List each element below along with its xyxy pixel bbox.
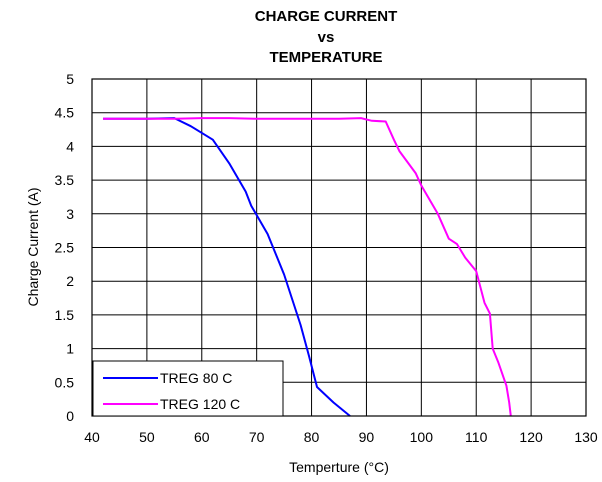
y-tick-label: 4.5 — [55, 105, 75, 121]
series-line-treg-80 — [103, 117, 351, 417]
y-tick-label: 3 — [66, 206, 74, 222]
x-tick-label: 50 — [139, 429, 155, 445]
title-line-3: TEMPERATURE — [269, 49, 382, 66]
legend-label-treg-80: TREG 80 C — [160, 370, 232, 386]
y-tick-label: 1 — [66, 341, 74, 357]
legend: TREG 80 C TREG 120 C — [92, 360, 284, 417]
x-tick-label: 70 — [249, 429, 265, 445]
y-tick-label: 0.5 — [55, 374, 75, 390]
legend-label-treg-120: TREG 120 C — [160, 396, 240, 412]
legend-box — [92, 360, 284, 417]
series-line-treg-120 — [103, 117, 512, 417]
y-tick-label: 5 — [66, 71, 74, 87]
x-tick-label: 100 — [410, 429, 434, 445]
chart-title: CHARGE CURRENT vs TEMPERATURE — [255, 8, 398, 66]
plot-area-border — [91, 78, 587, 417]
data-series — [103, 117, 512, 417]
y-axis-label: Charge Current (A) — [25, 187, 41, 306]
title-line-2: vs — [318, 29, 335, 46]
title-line-1: CHARGE CURRENT — [255, 8, 398, 25]
x-tick-label: 90 — [359, 429, 375, 445]
y-tick-label: 3.5 — [55, 172, 75, 188]
x-tick-label: 110 — [465, 429, 488, 445]
y-tick-label: 2.5 — [55, 240, 75, 256]
x-tick-label: 60 — [194, 429, 210, 445]
x-axis-ticks: 40 50 60 70 80 90 100 110 120 130 — [84, 429, 598, 445]
x-tick-label: 120 — [519, 429, 543, 445]
y-tick-label: 4 — [66, 138, 74, 154]
y-axis-ticks: 0 0.5 1 1.5 2 2.5 3 3.5 4 4.5 5 — [55, 71, 75, 424]
x-axis-label: Temperture (°C) — [289, 459, 389, 475]
y-tick-label: 1.5 — [55, 307, 75, 323]
x-tick-label: 40 — [84, 429, 100, 445]
y-tick-label: 0 — [66, 408, 74, 424]
y-tick-label: 2 — [66, 273, 74, 289]
x-tick-label: 80 — [304, 429, 320, 445]
x-tick-label: 130 — [574, 429, 598, 445]
